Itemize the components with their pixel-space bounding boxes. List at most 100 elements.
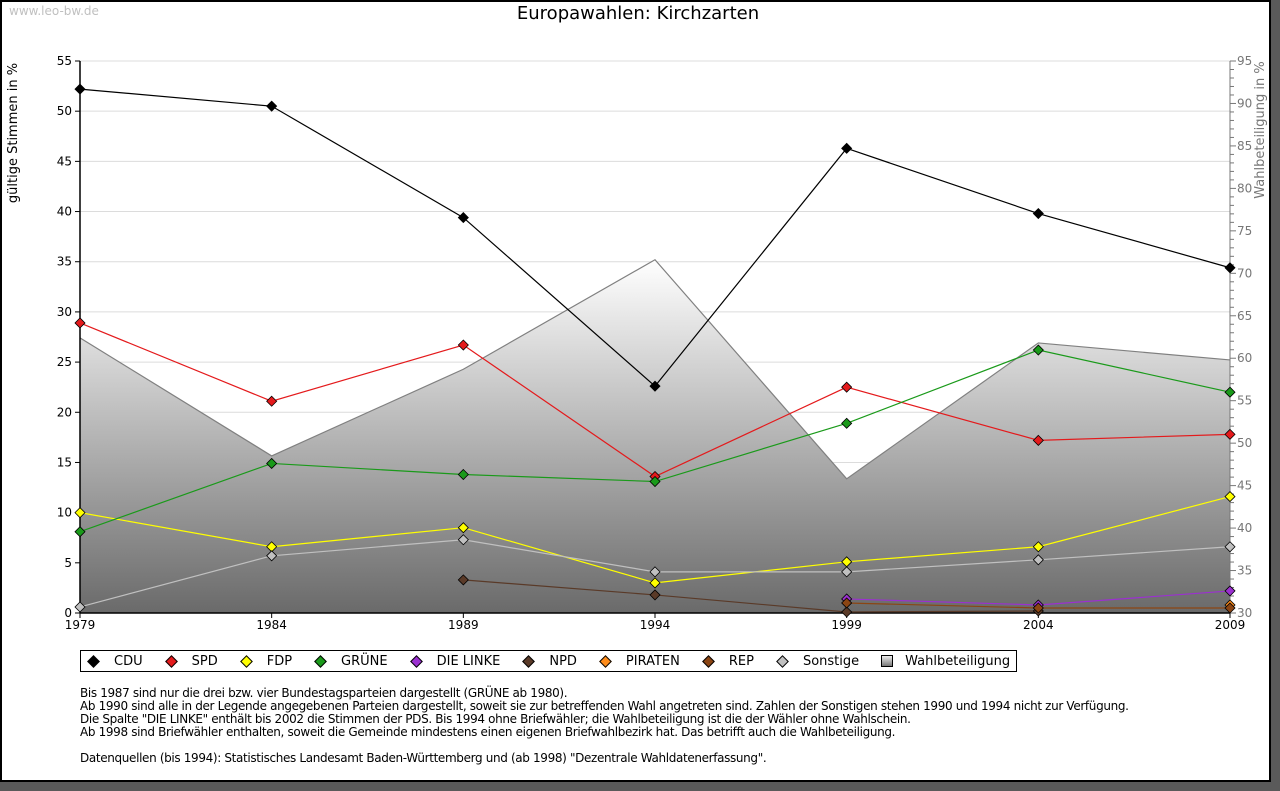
data-point-die-linke — [1224, 585, 1236, 597]
y-tick-label: 25 — [57, 355, 72, 369]
legend-diamond-icon — [776, 654, 789, 668]
legend-label: FDP — [266, 653, 293, 669]
legend-diamond-icon — [87, 654, 100, 668]
data-point-cdu — [266, 100, 278, 112]
data-point-cdu — [649, 380, 661, 392]
turnout-fill — [80, 259, 1230, 613]
y2-tick-label: 45 — [1237, 479, 1252, 493]
y2-tick-label: 40 — [1237, 521, 1252, 535]
legend-label: Sonstige — [802, 653, 860, 669]
x-tick-label: 1989 — [448, 618, 479, 632]
y-axis-label: gültige Stimmen in % — [6, 63, 21, 203]
data-point-grüne — [1032, 344, 1044, 356]
y-tick-label: 0 — [64, 606, 72, 620]
legend-item: SPD — [164, 653, 218, 669]
data-point-rep — [841, 597, 853, 609]
y2-tick-label: 55 — [1237, 394, 1252, 408]
y2-tick-label: 95 — [1237, 54, 1252, 68]
y2-tick-label: 30 — [1237, 606, 1252, 620]
turnout-area — [79, 258, 1231, 613]
legend-diamond-icon — [164, 654, 178, 668]
y2-axis-label: Wahlbeteiligung in % — [1253, 61, 1268, 198]
notes: Bis 1987 sind nur die drei bzw. vier Bun… — [80, 687, 1129, 765]
x-tick-label: 1984 — [256, 618, 287, 632]
legend-diamond-icon — [239, 654, 253, 668]
legend-label: PIRATEN — [625, 653, 680, 669]
legend-label: CDU — [114, 653, 143, 669]
data-point-grüne — [457, 468, 469, 481]
data-point-grüne — [74, 526, 86, 538]
data-point-fdp — [649, 577, 661, 589]
chart-title: Europawahlen: Kirchzarten — [516, 3, 760, 24]
y-tick-label: 50 — [57, 104, 72, 118]
legend-diamond-icon — [702, 654, 715, 668]
y-tick-label: 10 — [57, 506, 72, 520]
data-point-grüne — [1224, 386, 1236, 398]
data-point-npd — [649, 589, 661, 601]
note-line: Ab 1990 sind alle in der Legende angegeb… — [80, 699, 1129, 713]
data-point-fdp — [1032, 541, 1044, 553]
legend-label: NPD — [549, 653, 577, 669]
y-tick-label: 30 — [57, 305, 72, 319]
y2-tick-label: 85 — [1237, 139, 1252, 153]
legend-item: PIRATEN — [599, 654, 680, 669]
x-tick-label: 2009 — [1215, 618, 1246, 632]
legend-diamond-icon — [522, 654, 536, 668]
legend-item: NPD — [522, 654, 577, 669]
data-point-cdu — [74, 83, 86, 95]
data-point-sonstige — [649, 566, 661, 578]
legend-diamond-icon — [314, 654, 327, 668]
legend-label: Wahlbeteiligung — [905, 653, 1011, 669]
x-tick-label: 1994 — [640, 618, 671, 632]
data-point-sonstige — [841, 566, 853, 578]
data-point-sonstige — [1224, 541, 1236, 553]
y2-tick-label: 35 — [1237, 564, 1252, 578]
legend-label: DIE LINKE — [436, 653, 501, 669]
data-point-npd — [841, 606, 853, 618]
y-tick-label: 45 — [57, 154, 72, 168]
data-point-spd — [457, 339, 469, 351]
y-tick-label: 5 — [64, 556, 72, 570]
legend-item: DIE LINKE — [409, 653, 501, 669]
data-point-spd — [1032, 434, 1044, 446]
data-point-fdp — [74, 507, 86, 519]
x-tick-label: 1999 — [831, 618, 862, 632]
y-tick-label: 35 — [57, 255, 72, 269]
data-point-sonstige — [74, 601, 86, 613]
data-point-npd — [457, 574, 469, 586]
legend-label: REP — [728, 653, 754, 669]
source-note: Datenquellen (bis 1994): Statistisches L… — [80, 751, 767, 765]
chart-plot: 0 5 10 15 20 25 30 35 40 45 50 55 30 35 40 45 50 55 60 65 70… — [6, 54, 1268, 632]
legend-label: GRÜNE — [341, 653, 388, 669]
y2-tick-label: 75 — [1237, 224, 1252, 238]
series-points — [74, 83, 1236, 618]
data-point-cdu — [1224, 262, 1236, 274]
data-point-cdu — [457, 212, 469, 224]
legend-square-icon — [881, 655, 894, 667]
data-point-fdp — [1224, 491, 1236, 503]
data-point-fdp — [457, 522, 469, 534]
note-line: Die Spalte "DIE LINKE" enthält bis 2002 … — [80, 712, 911, 726]
legend-item: FDP — [239, 653, 293, 669]
data-point-sonstige — [266, 550, 278, 562]
data-point-rep — [1032, 602, 1044, 614]
data-point-spd — [74, 317, 86, 329]
y-tick-label: 15 — [57, 455, 72, 469]
x-tick-label: 1979 — [65, 618, 96, 632]
data-point-sonstige — [457, 534, 469, 546]
y2-tick-label: 70 — [1237, 266, 1252, 280]
legend-item: Sonstige — [776, 654, 859, 669]
legend-item: CDU — [87, 654, 143, 669]
data-point-spd — [266, 395, 278, 407]
legend-item: GRÜNE — [314, 654, 388, 669]
legend-item: Wahlbeteiligung — [881, 654, 1010, 669]
data-point-grüne — [649, 475, 661, 488]
x-tick-label: 2004 — [1023, 618, 1054, 632]
legend-label: SPD — [191, 653, 218, 669]
legend-diamond-icon — [599, 654, 612, 668]
data-point-rep — [1224, 602, 1236, 614]
note-line: Bis 1987 sind nur die drei bzw. vier Bun… — [80, 686, 568, 700]
y-tick-label: 55 — [57, 54, 72, 68]
data-point-grüne — [266, 457, 278, 470]
legend-item: REP — [702, 654, 754, 669]
